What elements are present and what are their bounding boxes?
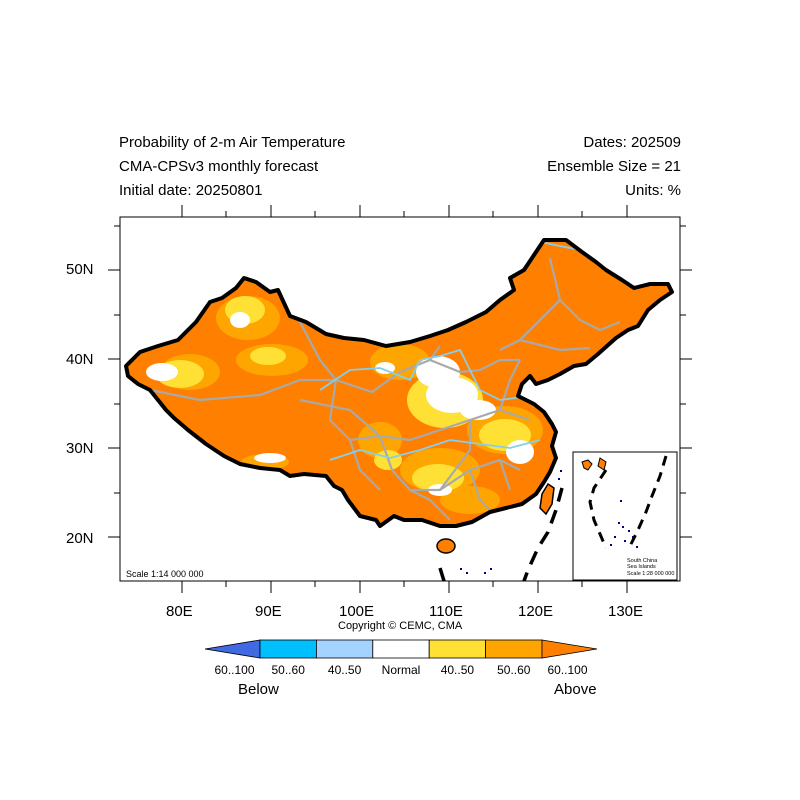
inset-landmass: [581, 459, 593, 471]
title-line-1: Probability of 2-m Air Temperature: [119, 134, 346, 151]
maritime-boundary-line-2: [438, 567, 446, 582]
axis-ticks: [108, 205, 692, 593]
units-label: Units: %: [625, 182, 681, 199]
legend-swatch: [315, 639, 374, 659]
inset-frame: [572, 451, 678, 581]
copyright-label: Copyright © CEMC, CMA: [338, 620, 463, 632]
legend-swatch: [485, 639, 543, 659]
map-scale-label: Scale 1:14 000 000: [126, 569, 204, 579]
title-line-3: Initial date: 20250801: [119, 182, 263, 199]
legend-swatch: [428, 639, 487, 659]
inset-label-1: South China: [627, 558, 658, 564]
color-legend: [204, 639, 598, 659]
island-dots: [460, 470, 562, 574]
lat-label: 30N: [66, 440, 94, 457]
lon-label: 110E: [429, 603, 463, 620]
taiwan-shape: [539, 482, 555, 516]
legend-swatch: [372, 639, 430, 659]
inset-dashed-line: [588, 469, 608, 549]
legend-swatch: [541, 639, 598, 659]
title-line-2: CMA-CPSv3 monthly forecast: [119, 158, 319, 175]
dates-label: Dates: 202509: [583, 134, 681, 151]
legend-above-label: Above: [554, 681, 597, 698]
lon-label: 80E: [166, 603, 193, 620]
lat-label: 20N: [66, 530, 94, 547]
legend-bin-label: Normal: [381, 663, 421, 677]
legend-bin-label: 40..50: [327, 663, 362, 677]
legend-bin-label: 60..100: [547, 663, 588, 677]
legend-bin-label: 50..60: [271, 663, 305, 677]
lon-label: 130E: [608, 603, 644, 620]
china-border: [124, 238, 674, 528]
lon-label: 120E: [518, 603, 554, 620]
lon-label: 100E: [339, 603, 375, 620]
lon-label: 90E: [255, 603, 282, 620]
lat-label: 50N: [66, 261, 94, 278]
lat-label: 40N: [66, 351, 94, 368]
legend-bin-label: 50..60: [497, 663, 531, 677]
ensemble-size-label: Ensemble Size = 21: [547, 158, 681, 175]
maritime-boundary-line: [522, 487, 564, 582]
legend-bin-label: 40..50: [440, 663, 475, 677]
hainan-shape: [436, 538, 456, 554]
legend-bin-label: 60..100: [214, 663, 255, 677]
inset-label-2: Sea Islands: [627, 564, 656, 570]
legend-below-label: Below: [238, 681, 279, 698]
legend-swatch: [204, 639, 261, 659]
inset-scale-label: Scale 1:28 000 000: [627, 571, 675, 577]
legend-swatch: [259, 639, 317, 659]
